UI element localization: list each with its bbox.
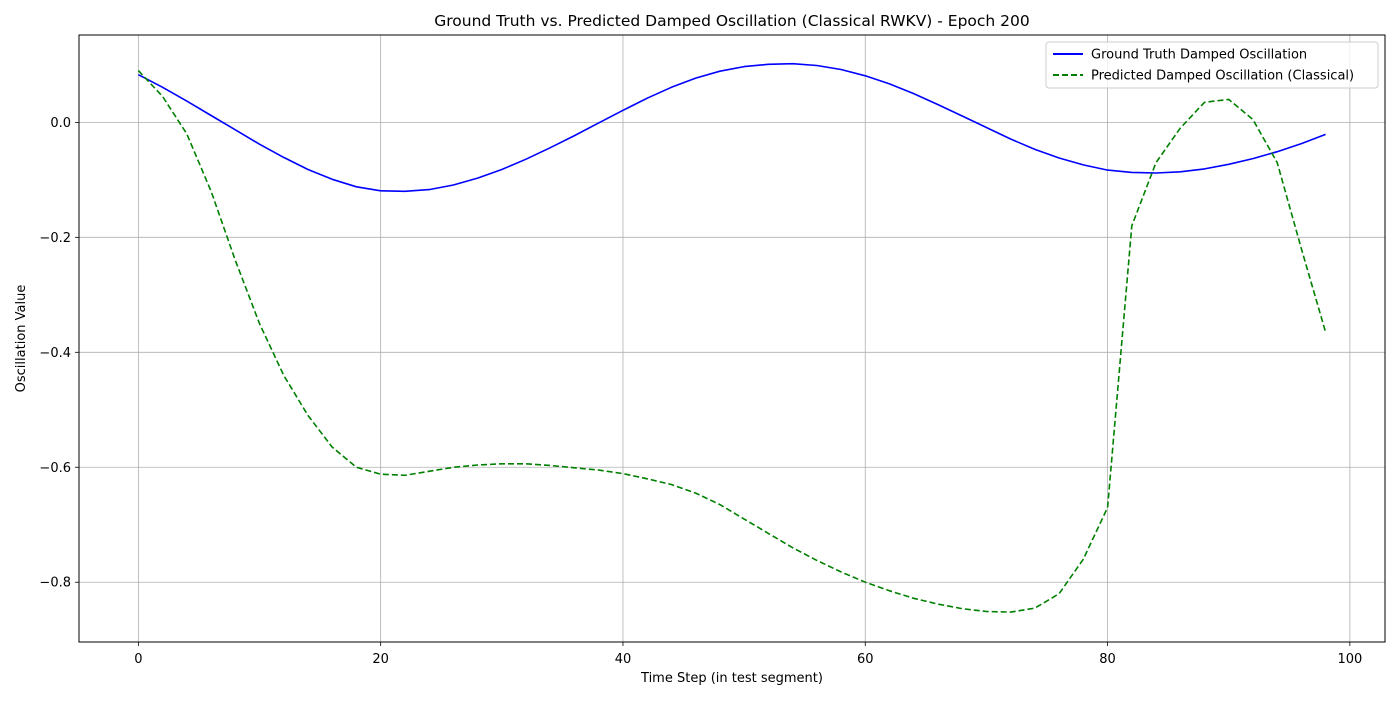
x-tick-label: 60 [857, 652, 874, 667]
y-tick-label: 0.0 [50, 116, 71, 131]
x-tick-label: 80 [1099, 652, 1116, 667]
series-line-ground-truth [138, 62, 1326, 193]
y-tick-label: −0.4 [39, 346, 71, 361]
x-axis-label: Time Step (in test segment) [640, 671, 823, 686]
legend-box [1045, 41, 1379, 89]
chart-title: Ground Truth vs. Predicted Damped Oscill… [434, 12, 1030, 30]
series-line-predicted [137, 70, 1327, 613]
axis-ticks: 0 20 40 60 80 100 0.0 −0.2 −0.4 −0.6 −0.8 [39, 116, 1362, 667]
x-tick-label: 20 [372, 652, 389, 667]
legend-label-predicted: Predicted Damped Oscillation (Classical) [1091, 69, 1354, 84]
x-tick-label: 40 [615, 652, 632, 667]
grid-lines [79, 35, 1385, 642]
legend-label-ground-truth: Ground Truth Damped Oscillation [1091, 48, 1307, 63]
x-tick-label: 100 [1337, 652, 1362, 667]
series-lines [137, 62, 1327, 613]
y-tick-label: −0.6 [39, 461, 71, 476]
y-tick-label: −0.2 [39, 231, 71, 246]
plot-frame [78, 34, 1386, 643]
legend: Ground Truth Damped Oscillation Predicte… [1045, 41, 1379, 89]
y-tick-label: −0.8 [39, 576, 71, 591]
y-axis-label: Oscillation Value [14, 285, 29, 393]
x-tick-label: 0 [134, 652, 142, 667]
